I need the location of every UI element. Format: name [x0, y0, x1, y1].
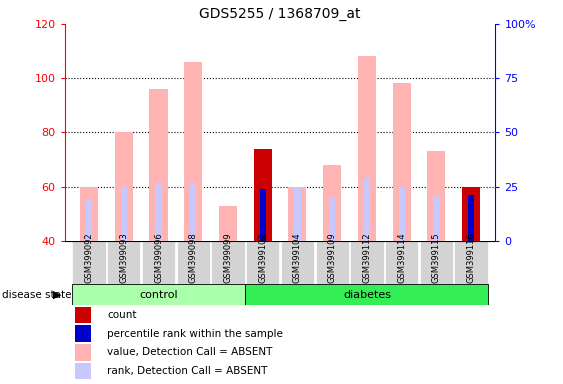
Bar — [150, 89, 168, 241]
Bar — [184, 62, 202, 241]
Bar — [281, 241, 314, 285]
Bar — [120, 187, 127, 241]
Bar — [155, 184, 162, 241]
Bar — [75, 344, 91, 361]
Bar — [288, 187, 306, 241]
Bar — [73, 241, 106, 285]
Bar — [75, 307, 91, 323]
Text: count: count — [107, 310, 137, 320]
Text: GSM399098: GSM399098 — [189, 232, 198, 283]
Bar — [72, 284, 245, 305]
Bar — [107, 241, 140, 285]
Text: ▶: ▶ — [53, 290, 61, 300]
Bar — [211, 241, 245, 285]
Text: value, Detection Call = ABSENT: value, Detection Call = ABSENT — [107, 348, 272, 358]
Bar — [468, 203, 474, 241]
Text: GSM399114: GSM399114 — [397, 233, 406, 283]
Bar — [80, 187, 98, 241]
Text: percentile rank within the sample: percentile rank within the sample — [107, 329, 283, 339]
Title: GDS5255 / 1368709_at: GDS5255 / 1368709_at — [199, 7, 361, 22]
Text: GSM399104: GSM399104 — [293, 233, 302, 283]
Bar — [399, 187, 405, 241]
Bar — [427, 151, 445, 241]
Bar — [329, 197, 336, 241]
Text: GSM399093: GSM399093 — [119, 232, 128, 283]
Bar — [246, 241, 279, 285]
Bar — [462, 187, 480, 241]
Text: rank, Detection Call = ABSENT: rank, Detection Call = ABSENT — [107, 366, 267, 376]
Bar — [392, 83, 410, 241]
Text: GSM399102: GSM399102 — [258, 233, 267, 283]
Text: control: control — [139, 290, 178, 300]
Bar — [254, 149, 272, 241]
Bar — [434, 195, 440, 241]
Bar — [364, 179, 370, 241]
Text: GSM399115: GSM399115 — [432, 233, 441, 283]
Bar — [385, 241, 418, 285]
Bar — [190, 184, 196, 241]
Bar — [177, 241, 210, 285]
Bar — [86, 200, 92, 241]
Text: GSM399116: GSM399116 — [467, 232, 476, 283]
Bar — [245, 284, 489, 305]
Bar — [142, 241, 175, 285]
Bar — [315, 241, 349, 285]
Text: GSM399112: GSM399112 — [363, 233, 372, 283]
Bar — [468, 195, 474, 241]
Bar — [350, 241, 383, 285]
Text: GSM399099: GSM399099 — [224, 233, 233, 283]
Bar — [420, 241, 453, 285]
Bar — [323, 165, 341, 241]
Text: disease state: disease state — [2, 290, 71, 300]
Bar — [219, 205, 237, 241]
Text: GSM399096: GSM399096 — [154, 232, 163, 283]
Text: GSM399109: GSM399109 — [328, 233, 337, 283]
Bar — [75, 326, 91, 342]
Bar — [75, 363, 91, 379]
Text: GSM399092: GSM399092 — [84, 233, 93, 283]
Bar — [115, 132, 133, 241]
Bar — [358, 56, 376, 241]
Text: diabetes: diabetes — [343, 290, 391, 300]
Bar — [294, 187, 301, 241]
Bar — [260, 189, 266, 241]
Bar — [454, 241, 488, 285]
